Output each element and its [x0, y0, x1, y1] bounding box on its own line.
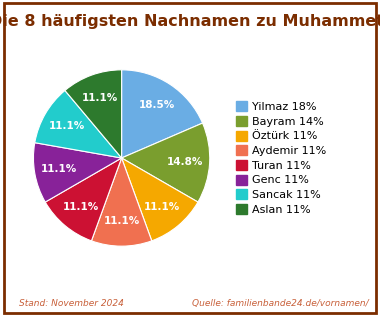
Wedge shape — [122, 158, 198, 241]
Wedge shape — [92, 158, 152, 246]
Text: Quelle: familienbande24.de/vornamen/: Quelle: familienbande24.de/vornamen/ — [192, 299, 369, 308]
Text: Die 8 häufigsten Nachnamen zu Muhammet:: Die 8 häufigsten Nachnamen zu Muhammet: — [0, 14, 380, 29]
Wedge shape — [122, 70, 203, 158]
Text: 18.5%: 18.5% — [138, 100, 174, 110]
Text: Stand: November 2024: Stand: November 2024 — [19, 299, 124, 308]
Wedge shape — [35, 90, 122, 158]
Text: 11.1%: 11.1% — [82, 93, 118, 103]
Text: 14.8%: 14.8% — [167, 157, 203, 167]
Text: 11.1%: 11.1% — [41, 164, 77, 174]
Text: 11.1%: 11.1% — [103, 216, 140, 227]
Wedge shape — [45, 158, 122, 241]
Wedge shape — [65, 70, 122, 158]
Wedge shape — [122, 123, 210, 202]
Text: 11.1%: 11.1% — [49, 121, 85, 131]
Text: 11.1%: 11.1% — [63, 202, 99, 212]
Legend: Yilmaz 18%, Bayram 14%, Öztürk 11%, Aydemir 11%, Turan 11%, Genc 11%, Sancak 11%: Yilmaz 18%, Bayram 14%, Öztürk 11%, Ayde… — [234, 99, 329, 217]
Wedge shape — [33, 143, 122, 202]
Text: 11.1%: 11.1% — [144, 202, 180, 212]
